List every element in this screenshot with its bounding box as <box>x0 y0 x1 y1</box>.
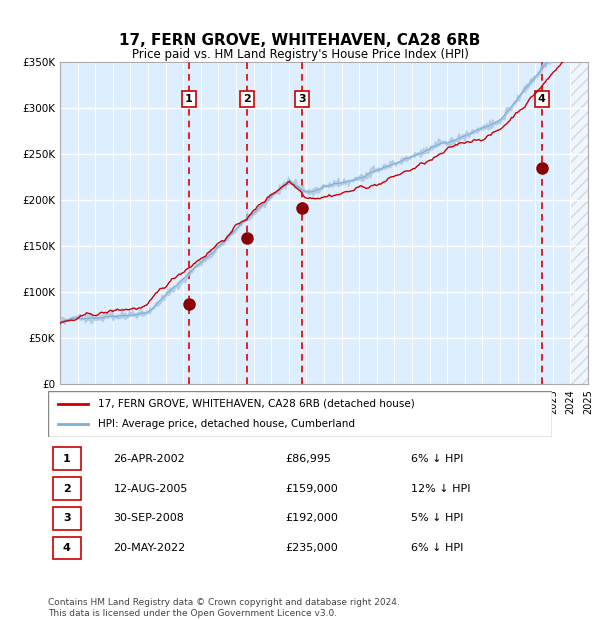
Text: 2: 2 <box>243 94 251 104</box>
Text: 26-APR-2002: 26-APR-2002 <box>113 454 185 464</box>
Text: HPI: Average price, detached house, Cumberland: HPI: Average price, detached house, Cumb… <box>98 419 355 429</box>
Text: £159,000: £159,000 <box>285 484 338 494</box>
Text: 4: 4 <box>63 543 71 553</box>
Text: 1: 1 <box>185 94 193 104</box>
Text: Contains HM Land Registry data © Crown copyright and database right 2024.
This d: Contains HM Land Registry data © Crown c… <box>48 598 400 618</box>
Text: £235,000: £235,000 <box>285 543 338 553</box>
Text: 12-AUG-2005: 12-AUG-2005 <box>113 484 188 494</box>
Text: 17, FERN GROVE, WHITEHAVEN, CA28 6RB (detached house): 17, FERN GROVE, WHITEHAVEN, CA28 6RB (de… <box>98 399 415 409</box>
FancyBboxPatch shape <box>53 477 81 500</box>
Text: Price paid vs. HM Land Registry's House Price Index (HPI): Price paid vs. HM Land Registry's House … <box>131 48 469 61</box>
FancyBboxPatch shape <box>53 448 81 470</box>
FancyBboxPatch shape <box>53 507 81 529</box>
FancyBboxPatch shape <box>53 537 81 559</box>
Text: 6% ↓ HPI: 6% ↓ HPI <box>411 543 463 553</box>
Text: 30-SEP-2008: 30-SEP-2008 <box>113 513 184 523</box>
Text: 3: 3 <box>298 94 306 104</box>
FancyBboxPatch shape <box>48 391 552 437</box>
Text: 5% ↓ HPI: 5% ↓ HPI <box>411 513 463 523</box>
Text: 4: 4 <box>538 94 546 104</box>
Text: 6% ↓ HPI: 6% ↓ HPI <box>411 454 463 464</box>
Text: 3: 3 <box>63 513 70 523</box>
Text: £86,995: £86,995 <box>285 454 331 464</box>
Text: 2: 2 <box>63 484 71 494</box>
Text: 12% ↓ HPI: 12% ↓ HPI <box>411 484 470 494</box>
Text: 17, FERN GROVE, WHITEHAVEN, CA28 6RB: 17, FERN GROVE, WHITEHAVEN, CA28 6RB <box>119 33 481 48</box>
Text: 1: 1 <box>63 454 71 464</box>
Text: £192,000: £192,000 <box>285 513 338 523</box>
Text: 20-MAY-2022: 20-MAY-2022 <box>113 543 186 553</box>
